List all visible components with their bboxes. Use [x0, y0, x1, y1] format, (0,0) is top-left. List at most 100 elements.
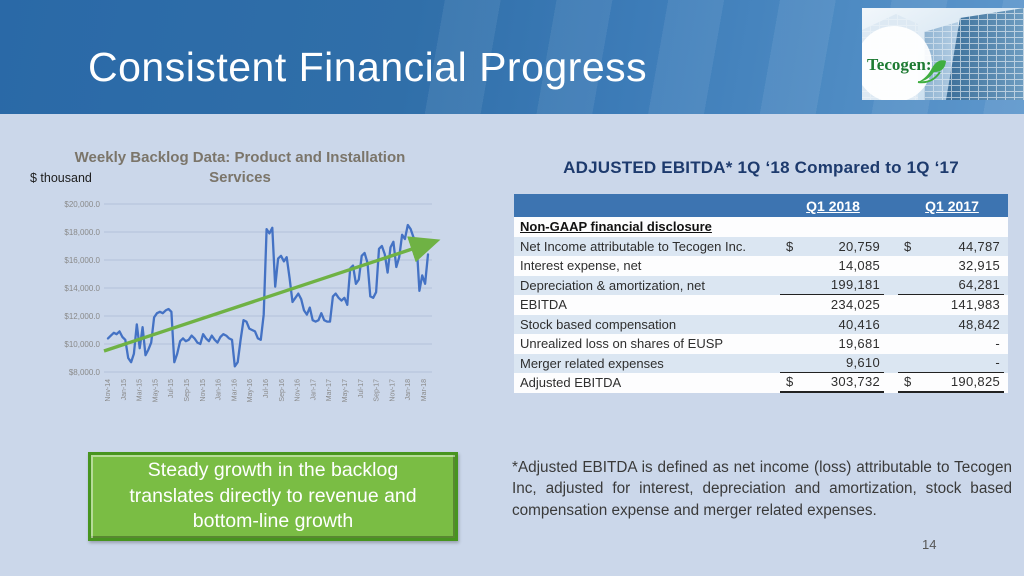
value-q1-2018: 40,416: [838, 316, 880, 332]
svg-text:Nov-14: Nov-14: [105, 379, 112, 402]
svg-text:Mar-15: Mar-15: [137, 379, 144, 401]
value-cell: -: [898, 354, 1004, 373]
dollar-sign: $: [786, 374, 794, 390]
section-label: Non-GAAP financial disclosure: [520, 219, 712, 235]
chart-title-line2: Services: [209, 169, 271, 187]
svg-text:Nov-16: Nov-16: [295, 379, 302, 402]
value-q1-2018: 20,759: [838, 238, 880, 254]
value-cell: 199,181: [780, 276, 884, 295]
value-q1-2017: 141,983: [950, 297, 1000, 313]
page-number: 14: [922, 537, 937, 552]
row-label: Unrealized loss on shares of EUSP: [520, 336, 724, 352]
svg-text:May-15: May-15: [152, 379, 159, 402]
svg-text:Sep-17: Sep-17: [374, 379, 381, 402]
row-label: Interest expense, net: [520, 258, 642, 274]
value-cell: 19,681: [780, 334, 884, 354]
trend-arrow: [103, 236, 441, 353]
value-cell: $44,787: [898, 237, 1004, 257]
dollar-sign: $: [904, 238, 912, 254]
svg-text:Jul-16: Jul-16: [263, 379, 270, 398]
chart-title: Weekly Backlog Data: Product and Install…: [52, 148, 428, 189]
svg-text:Mar-17: Mar-17: [326, 379, 333, 401]
table-row: Stock based compensation 40,416 48,842: [514, 314, 1008, 335]
svg-text:Mar-18: Mar-18: [421, 379, 428, 401]
row-label: Merger related expenses: [520, 355, 664, 371]
table-row: Net Income attributable to Tecogen Inc. $…: [514, 236, 1008, 257]
svg-text:$14,000.0: $14,000.0: [64, 284, 100, 293]
svg-text:Nov-17: Nov-17: [389, 379, 396, 402]
svg-text:Nov-15: Nov-15: [200, 379, 207, 402]
svg-text:Mar-16: Mar-16: [231, 379, 238, 401]
value-q1-2018: 19,681: [838, 336, 880, 352]
svg-text:Jan-16: Jan-16: [216, 379, 223, 401]
value-cell: $303,732: [780, 373, 884, 393]
value-cell: 234,025: [780, 295, 884, 315]
callout-text: Steady growth in the backlog translates …: [129, 458, 417, 533]
value-cell: 32,915: [898, 256, 1004, 276]
svg-text:$18,000.0: $18,000.0: [64, 228, 100, 237]
value-q1-2018: 199,181: [830, 277, 880, 293]
table-title: ADJUSTED EBITDA* 1Q ‘18 Compared to 1Q ‘…: [563, 158, 959, 177]
table-row: EBITDA 234,025 141,983: [514, 295, 1008, 315]
value-q1-2017: 64,281: [958, 277, 1000, 293]
svg-text:Jul-15: Jul-15: [168, 379, 175, 398]
row-label: Net Income attributable to Tecogen Inc.: [520, 238, 746, 254]
dollar-sign: $: [786, 238, 794, 254]
leaf-icon: [918, 60, 946, 82]
chart-gridlines: [104, 203, 432, 373]
row-label: EBITDA: [520, 297, 567, 313]
table-header-row: Q1 2018 Q1 2017: [514, 194, 1008, 217]
value-cell: 48,842: [898, 315, 1004, 335]
value-cell: $190,825: [898, 373, 1004, 393]
chart-x-tick-labels: Nov-14 Jan-15 Mar-15 May-15 Jul-15 Sep-15 Nov-…: [105, 379, 428, 402]
footnote: *Adjusted EBITDA is defined as net incom…: [512, 459, 1012, 519]
slide-title: Consistent Financial Progress: [88, 44, 648, 90]
value-q1-2017: -: [995, 336, 1000, 352]
value-cell: 141,983: [898, 295, 1004, 315]
value-cell: $20,759: [780, 237, 884, 257]
dollar-sign: $: [904, 374, 912, 390]
table-row: Depreciation & amortization, net 199,181 6…: [514, 275, 1008, 295]
svg-text:Jul-17: Jul-17: [358, 379, 365, 398]
chart-y-tick-labels: $20,000.0 $18,000.0 $16,000.0 $14,000.0 $12,…: [64, 200, 100, 377]
svg-text:May-16: May-16: [247, 379, 254, 402]
chart-units-label: $ thousand: [30, 171, 92, 185]
value-q1-2018: 14,085: [838, 258, 880, 274]
value-cell: 40,416: [780, 315, 884, 335]
value-q1-2018: 303,732: [830, 374, 880, 390]
row-label: Adjusted EBITDA: [520, 375, 622, 391]
value-q1-2017: -: [995, 355, 1000, 371]
svg-text:Jan-17: Jan-17: [310, 379, 317, 401]
value-cell: 9,610: [780, 354, 884, 373]
chart-title-line1: Weekly Backlog Data: Product and Install…: [74, 149, 406, 166]
skyscraper-photo: Tecogen:: [862, 8, 1024, 100]
svg-text:May-17: May-17: [342, 379, 349, 402]
row-label: Stock based compensation: [520, 316, 677, 332]
svg-text:$20,000.0: $20,000.0: [64, 200, 100, 209]
row-label: Depreciation & amortization, net: [520, 277, 705, 293]
svg-text:$8,000.0: $8,000.0: [69, 368, 101, 377]
backlog-series-line: [106, 223, 430, 368]
table-section-row: Non-GAAP financial disclosure: [514, 217, 1008, 237]
value-q1-2017: 44,787: [958, 238, 1000, 254]
value-q1-2018: 9,610: [845, 355, 880, 371]
value-q1-2017: 190,825: [950, 374, 1000, 390]
svg-text:Sep-16: Sep-16: [279, 379, 286, 402]
column-header-q1-2018: Q1 2018: [806, 197, 860, 214]
svg-text:Sep-15: Sep-15: [184, 379, 191, 402]
svg-text:Jan-15: Jan-15: [121, 379, 128, 401]
svg-text:$12,000.0: $12,000.0: [64, 312, 100, 321]
value-q1-2017: 48,842: [958, 316, 1000, 332]
ebitda-table: Q1 2018 Q1 2017 Non-GAAP financial discl…: [514, 194, 1008, 393]
tecogen-logo: Tecogen:: [862, 26, 946, 100]
building-right: [946, 8, 1024, 100]
table-row: Adjusted EBITDA $303,732 $190,825: [514, 373, 1008, 393]
backlog-line-chart: $20,000.0 $18,000.0 $16,000.0 $14,000.0 $12,…: [64, 200, 441, 402]
callout-box: Steady growth in the backlog translates …: [88, 452, 458, 541]
svg-text:$10,000.0: $10,000.0: [64, 340, 100, 349]
value-q1-2017: 32,915: [958, 258, 1000, 274]
table-row: Merger related expenses 9,610 -: [514, 353, 1008, 373]
value-q1-2018: 234,025: [830, 297, 880, 313]
table-row: Interest expense, net 14,085 32,915: [514, 256, 1008, 276]
